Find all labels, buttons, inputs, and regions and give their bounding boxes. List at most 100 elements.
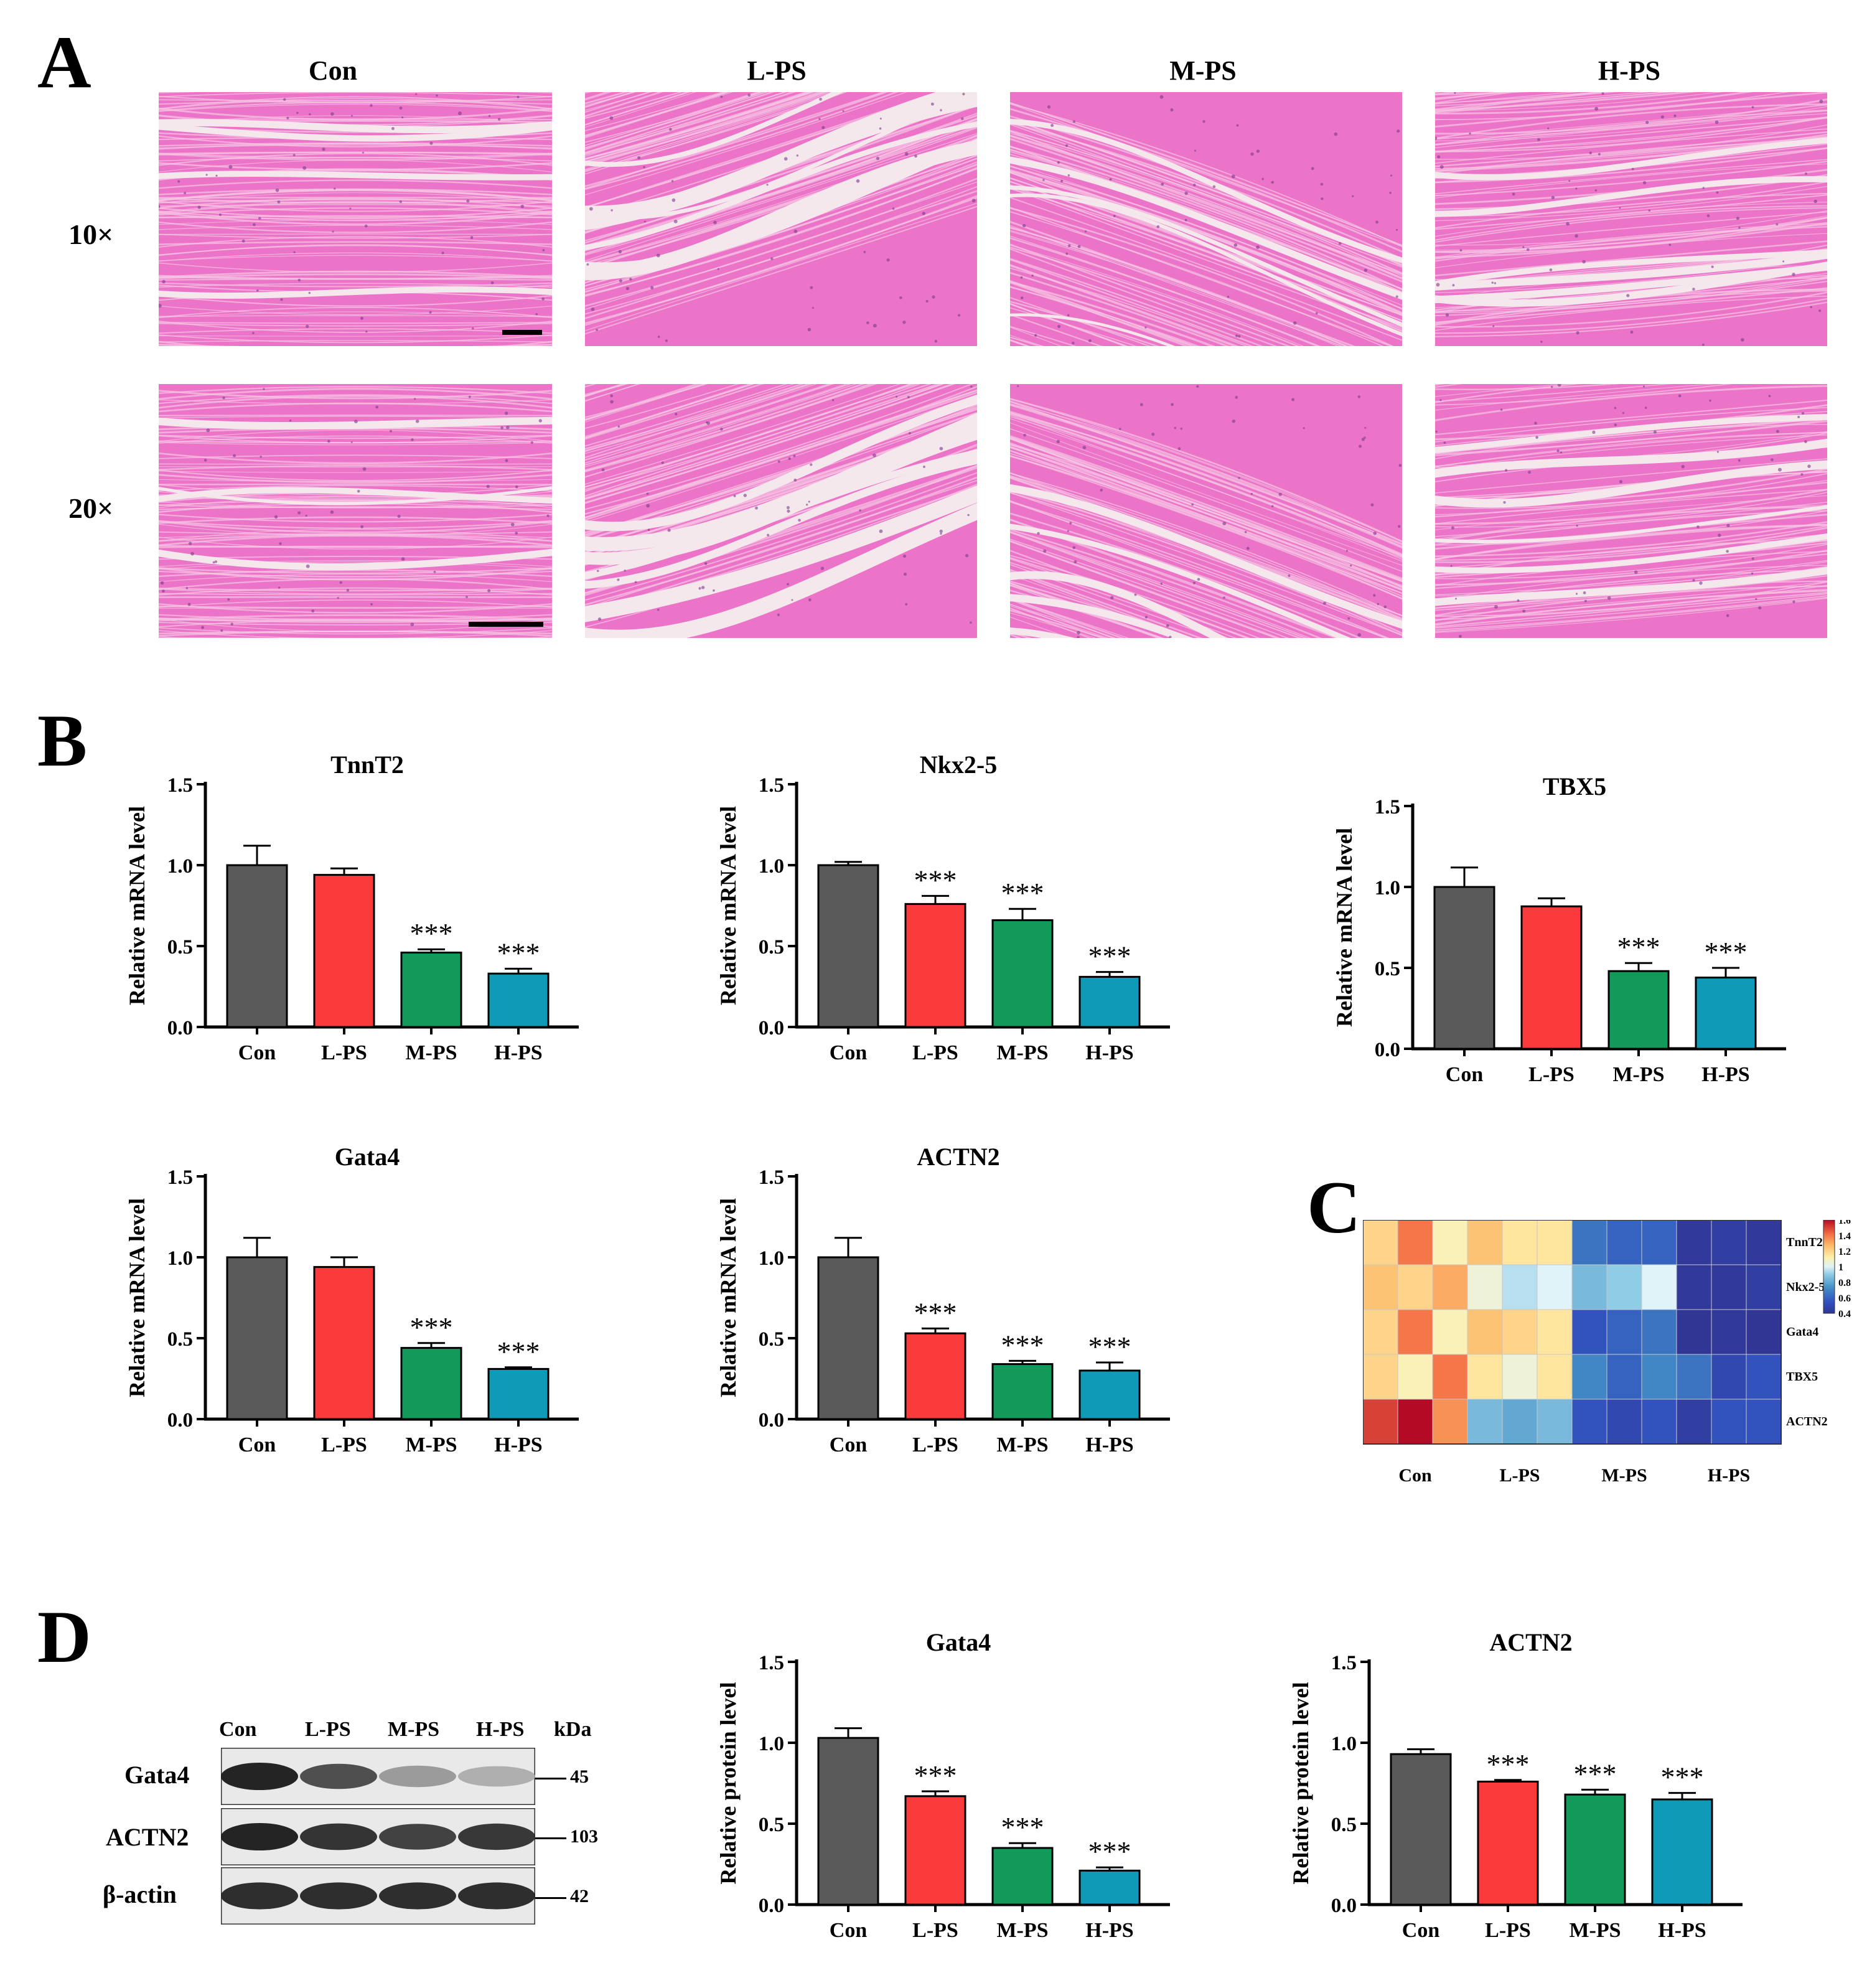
y-tick-label: 0.5 [1331, 1814, 1357, 1836]
heatmap-cell [1571, 1354, 1607, 1400]
y-tick-label: 0.0 [167, 1017, 193, 1039]
nucleus-dot [296, 111, 299, 115]
heatmap-scale-label: 0.6 [1838, 1293, 1851, 1304]
nucleus-dot [770, 257, 774, 260]
tissue-fiber [1010, 146, 1402, 291]
tissue-fiber [1010, 231, 1339, 346]
tissue-fiber [1435, 113, 1827, 149]
tissue-fiber [585, 125, 977, 255]
nucleus-dot [160, 581, 164, 585]
nucleus-dot [346, 589, 350, 592]
bar-m-ps [400, 951, 462, 1028]
tissue-fiber [1010, 123, 1402, 268]
tissue-fiber [159, 452, 552, 464]
heatmap-cell [1676, 1220, 1712, 1265]
nucleus-dot [278, 586, 281, 589]
tissue-fiber [159, 386, 552, 395]
histology-row-10x: 10× [68, 218, 114, 250]
nucleus-dot [233, 454, 236, 457]
nucleus-dot [1192, 581, 1196, 584]
tissue-fiber [1010, 401, 1402, 545]
tissue-fiber [159, 603, 552, 614]
tissue-fiber [585, 164, 977, 293]
tissue-fiber [159, 207, 552, 216]
nucleus-dot [1177, 447, 1181, 451]
nucleus-dot [1160, 583, 1163, 585]
tissue-fiber [159, 252, 552, 262]
tissue-fiber [1010, 108, 1402, 253]
nucleus-dot [902, 321, 906, 324]
tissue-fiber [159, 587, 552, 596]
nucleus-dot [932, 295, 935, 299]
tissue-fiber [1010, 281, 1196, 346]
tissue-fiber [159, 483, 552, 485]
micrograph-con-20x [159, 384, 552, 638]
tissue-fiber [585, 384, 706, 423]
nucleus-dot [1451, 526, 1455, 530]
nucleus-dot [1196, 385, 1199, 388]
tissue-fiber [585, 480, 977, 609]
nucleus-dot [364, 224, 368, 228]
tissue-fiber [1010, 447, 1402, 591]
nucleus-dot [643, 220, 646, 223]
tissue-fiber [159, 210, 552, 222]
tissue-fiber [1435, 217, 1827, 253]
nucleus-dot [1738, 459, 1741, 462]
tissue-fiber [1010, 609, 1107, 638]
nucleus-dot [1782, 260, 1785, 263]
nucleus-dot [415, 420, 419, 423]
tissue-fiber [1010, 138, 1402, 283]
nucleus-dot [1776, 223, 1779, 226]
nucleus-dot [1547, 127, 1550, 129]
nucleus-dot [1436, 283, 1440, 287]
nucleus-dot [253, 223, 256, 227]
tissue-fiber [585, 384, 941, 499]
tissue-fiber [1010, 326, 1062, 346]
nucleus-dot [675, 413, 678, 416]
nucleus-dot [399, 200, 403, 204]
nucleus-dot [1575, 187, 1578, 190]
tissue-gap [159, 123, 552, 142]
nucleus-dot [1551, 195, 1555, 200]
nucleus-dot [293, 251, 296, 253]
tissue-fiber [1435, 489, 1827, 525]
nucleus-dot [1180, 428, 1182, 430]
tissue-fiber [159, 207, 552, 219]
tissue-fiber [1435, 505, 1827, 542]
tissue-fiber [159, 618, 552, 619]
nucleus-dot [1383, 605, 1387, 609]
tissue-fiber [1010, 616, 1071, 638]
tissue-fiber [1010, 281, 1189, 346]
nucleus-dot [308, 291, 311, 294]
histology-col-mps: M-PS [1169, 55, 1237, 86]
nucleus-dot [517, 95, 520, 98]
nucleus-dot [275, 188, 279, 192]
nucleus-dot [399, 106, 403, 110]
nucleus-dot [458, 111, 462, 116]
tissue-fiber [159, 588, 552, 595]
nucleus-dot [1244, 530, 1247, 533]
nucleus-dot [914, 154, 917, 158]
tissue-fiber [585, 92, 691, 126]
nucleus-dot [1810, 306, 1812, 309]
tissue-fiber [159, 245, 552, 256]
tissue-fiber [159, 294, 552, 307]
nucleus-dot [766, 184, 769, 186]
nucleus-dot [1166, 624, 1169, 627]
nucleus-dot [713, 220, 717, 225]
tissue-fiber [1435, 581, 1827, 617]
nucleus-dot [332, 230, 334, 233]
nucleus-dot [1278, 492, 1282, 496]
tissue-fiber [1010, 532, 1308, 638]
nucleus-dot [667, 528, 671, 532]
tissue-fiber [159, 99, 552, 101]
nucleus-dot [205, 174, 208, 176]
heatmap-cell [1432, 1220, 1468, 1265]
tissue-fiber [1010, 583, 1177, 638]
tissue-fiber [159, 454, 552, 459]
tissue-fiber [1010, 207, 1393, 346]
nucleus-dot [466, 199, 470, 203]
nucleus-dot [1614, 423, 1617, 426]
heatmap-cell [1397, 1309, 1433, 1355]
tissue-fiber [1435, 407, 1827, 443]
